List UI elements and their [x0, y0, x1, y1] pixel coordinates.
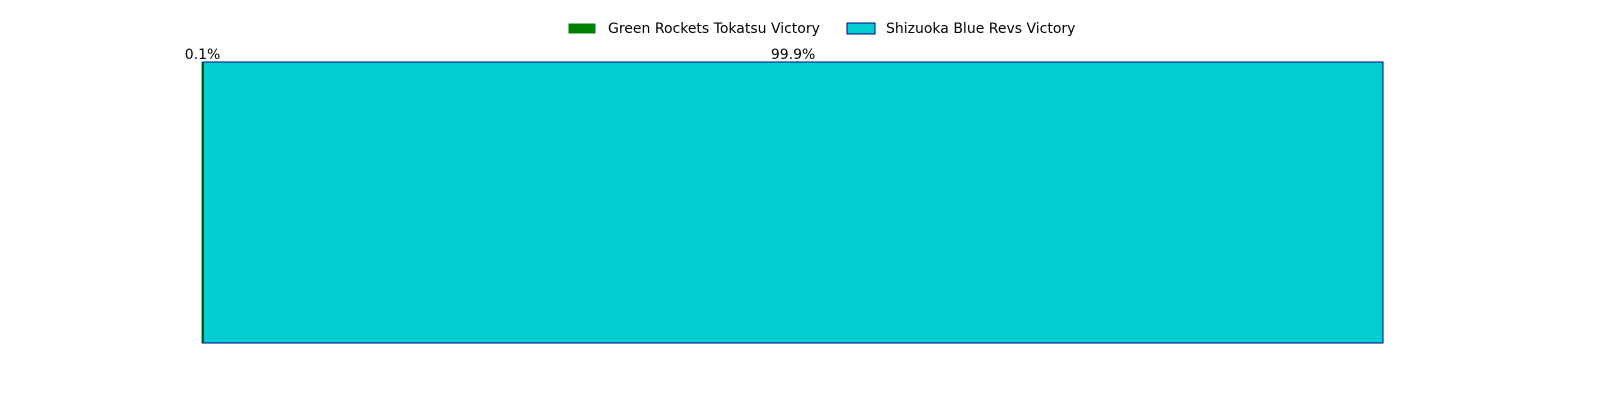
data-label-0: 0.1%: [185, 47, 221, 63]
data-label-1: 99.9%: [771, 47, 815, 63]
legend-swatch-green-rockets: [568, 23, 596, 34]
bar-group: [201, 61, 1384, 344]
data-label-group: 0.1% 99.9%: [185, 47, 816, 63]
bar-segment-1: [202, 61, 1384, 344]
legend: Green Rockets Tokatsu Victory Shizuoka B…: [568, 21, 1075, 37]
legend-label-shizuoka-blue-revs: Shizuoka Blue Revs Victory: [886, 21, 1075, 37]
legend-swatch-shizuoka-blue-revs: [846, 22, 876, 35]
legend-label-green-rockets: Green Rockets Tokatsu Victory: [608, 21, 820, 37]
